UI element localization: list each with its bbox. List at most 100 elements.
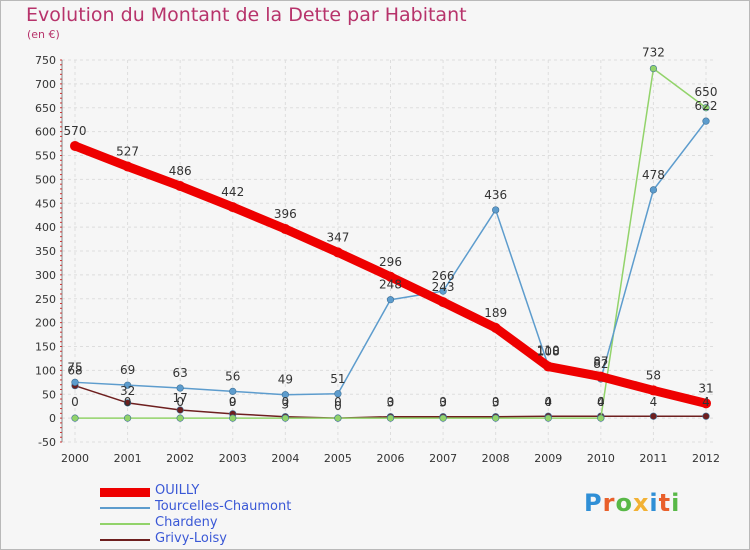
y-tick-label: 650 <box>35 102 56 115</box>
data-point-ouilly <box>70 140 80 151</box>
y-tick-label: 250 <box>35 293 56 306</box>
data-label-ouilly: 87 <box>593 355 608 369</box>
data-label-tourcelles-chaumont: 82 <box>593 357 608 371</box>
chart-title: Evolution du Montant de la Dette par Hab… <box>26 4 467 26</box>
x-tick-label: 2010 <box>587 452 615 465</box>
data-label-tourcelles-chaumont: 63 <box>173 366 188 380</box>
y-tick-label: 300 <box>35 269 56 282</box>
data-label-tourcelles-chaumont: 110 <box>537 344 560 358</box>
data-point-tourcelles-chaumont <box>281 391 289 399</box>
data-label-grivy-loisy: 4 <box>702 395 710 409</box>
data-label-tourcelles-chaumont: 56 <box>225 369 240 383</box>
x-tick-label: 2005 <box>324 452 352 465</box>
data-label-grivy-loisy: 17 <box>173 391 188 405</box>
data-point-tourcelles-chaumont <box>229 387 237 395</box>
data-point-ouilly <box>280 224 291 235</box>
data-point-chardeny <box>176 414 184 422</box>
x-tick-label: 2002 <box>166 452 194 465</box>
y-tick-label: 100 <box>35 364 56 377</box>
y-tick-label: 350 <box>35 245 56 258</box>
data-label-chardeny: 0 <box>597 395 605 409</box>
legend-label: OUILLY <box>155 483 200 498</box>
legend-swatch <box>100 507 150 509</box>
data-point-grivy-loisy <box>123 399 132 407</box>
data-point-tourcelles-chaumont <box>71 378 79 386</box>
data-point-chardeny <box>229 414 237 422</box>
x-tick-label: 2004 <box>271 452 299 465</box>
data-label-grivy-loisy: 4 <box>650 395 658 409</box>
y-tick-label: 750 <box>35 54 56 67</box>
data-label-grivy-loisy: 9 <box>229 395 237 409</box>
unit-label: (en €) <box>27 28 60 41</box>
data-label-chardeny: 0 <box>229 395 237 409</box>
y-tick-label: 450 <box>35 197 56 210</box>
data-label-chardeny: 0 <box>124 395 132 409</box>
data-point-tourcelles-chaumont <box>176 384 184 392</box>
data-label-chardeny: 0 <box>71 395 79 409</box>
data-point-tourcelles-chaumont <box>334 390 342 398</box>
data-label-chardeny: 0 <box>176 395 184 409</box>
data-point-ouilly <box>438 297 449 308</box>
legend-swatch <box>100 523 150 525</box>
data-label-tourcelles-chaumont: 248 <box>379 278 402 292</box>
y-tick-label: 200 <box>35 317 56 330</box>
y-tick-label: 150 <box>35 341 56 354</box>
proxiti-logo: Proxiti <box>584 489 681 517</box>
data-label-ouilly: 189 <box>484 306 507 320</box>
data-label-ouilly: 442 <box>221 185 244 199</box>
data-point-ouilly <box>175 181 186 192</box>
data-point-tourcelles-chaumont <box>386 296 395 304</box>
data-label-ouilly: 347 <box>326 230 349 244</box>
data-label-ouilly: 108 <box>537 345 560 359</box>
data-label-chardeny: 0 <box>387 395 395 409</box>
data-point-chardeny <box>649 64 658 73</box>
data-label-chardeny: 0 <box>492 395 500 409</box>
data-point-chardeny <box>439 414 447 422</box>
legend-swatch <box>100 539 150 541</box>
data-point-tourcelles-chaumont <box>649 186 658 194</box>
y-tick-label: 0 <box>49 412 56 425</box>
data-point-tourcelles-chaumont <box>123 381 132 389</box>
x-tick-label: 2012 <box>692 452 720 465</box>
data-label-chardeny: 0 <box>439 395 447 409</box>
data-label-grivy-loisy: 3 <box>387 396 395 410</box>
x-tick-label: 2007 <box>429 452 457 465</box>
data-label-chardeny: 0 <box>334 395 342 409</box>
data-point-chardeny <box>492 414 500 422</box>
x-tick-label: 2011 <box>639 452 667 465</box>
data-label-ouilly: 570 <box>64 124 87 138</box>
data-point-ouilly <box>227 202 238 213</box>
data-point-tourcelles-chaumont <box>492 206 500 214</box>
data-point-chardeny <box>71 414 79 422</box>
data-point-ouilly <box>385 271 396 282</box>
data-point-chardeny <box>544 414 552 422</box>
y-tick-label: 500 <box>35 173 56 186</box>
data-label-tourcelles-chaumont: 51 <box>330 372 345 386</box>
legend-swatch <box>100 487 150 497</box>
legend-label: Chardeny <box>155 515 218 530</box>
y-tick-label: 50 <box>42 388 56 401</box>
y-tick-label: 550 <box>35 150 56 163</box>
data-label-tourcelles-chaumont: 266 <box>432 269 455 283</box>
data-label-ouilly: 486 <box>169 164 192 178</box>
data-label-grivy-loisy: 3 <box>492 396 500 410</box>
y-tick-label: 700 <box>35 78 56 91</box>
data-label-grivy-loisy: 3 <box>282 398 290 412</box>
data-point-chardeny <box>702 104 710 112</box>
data-label-ouilly: 58 <box>646 368 661 382</box>
x-tick-label: 2000 <box>61 452 89 465</box>
data-label-chardeny: 650 <box>695 85 718 99</box>
data-label-chardeny: 0 <box>282 395 290 409</box>
data-label-grivy-loisy: 4 <box>544 395 552 409</box>
data-point-ouilly <box>701 398 711 409</box>
data-label-tourcelles-chaumont: 69 <box>120 363 135 377</box>
data-label-grivy-loisy: 68 <box>67 364 82 378</box>
data-point-tourcelles-chaumont <box>439 287 447 295</box>
y-tick-label: 400 <box>35 221 56 234</box>
data-label-chardeny: 0 <box>544 395 552 409</box>
y-tick-label: 600 <box>35 126 56 139</box>
data-label-grivy-loisy: 3 <box>439 396 447 410</box>
data-point-ouilly <box>543 361 554 372</box>
data-label-tourcelles-chaumont: 49 <box>278 373 293 387</box>
y-tick-label: -50 <box>38 436 56 449</box>
